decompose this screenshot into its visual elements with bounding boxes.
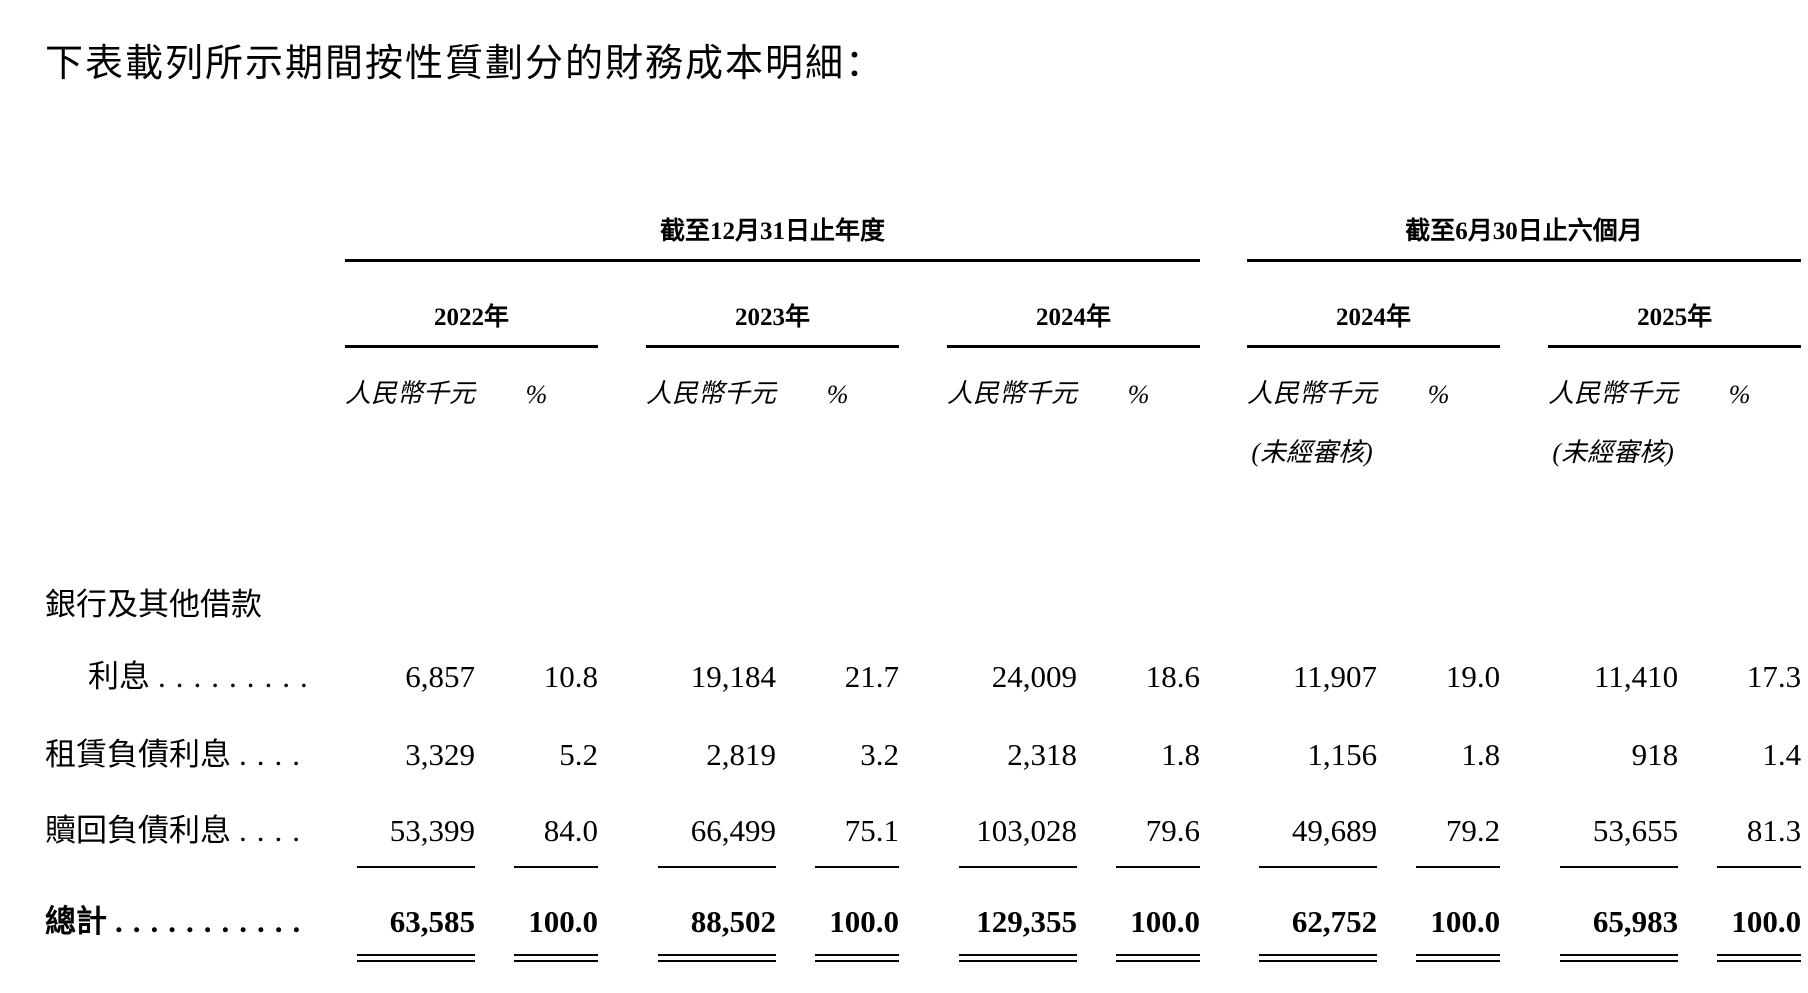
row-label: 租賃負債利息.... (45, 737, 310, 772)
pct-header: % (1427, 380, 1450, 409)
cell-pct: 17.3 (1746, 659, 1802, 694)
finance-costs-table: 截至12月31日止年度 截至6月30日止六個月 2022年 2023年 2024… (45, 185, 1802, 993)
cell-value: 63,585 (357, 897, 476, 962)
cell-value: 1,156 (1307, 737, 1378, 772)
table-row-lease-liabilities-interest: 租賃負債利息.... 3,329 5.2 2,819 3.2 2,318 1.8… (45, 730, 1801, 806)
cell-value: 6,857 (405, 659, 476, 694)
unit-header: 人民幣千元 (646, 379, 777, 408)
cell-value: 2,318 (1007, 737, 1078, 772)
cell-value: 2,819 (706, 737, 777, 772)
year-header-2023: 2023年 (646, 260, 900, 348)
unit-header: 人民幣千元 (947, 379, 1078, 408)
unit-header: 人民幣千元 (345, 379, 476, 408)
cell-value: 3,329 (405, 737, 476, 772)
cell-value: 11,410 (1593, 659, 1679, 694)
cell-pct: 10.8 (543, 659, 599, 694)
unit-header-row: 人民幣千元 % 人民幣千元 % 人民幣千元 % 人民幣千元 % 人民幣千元 % (45, 347, 1801, 421)
table-row-total: 總計........... 63,585 100.0 88,502 100.0 … (45, 882, 1802, 993)
pct-header: % (826, 380, 849, 409)
spacer-row (45, 494, 1801, 580)
row-label: 贖回負債利息.... (45, 813, 310, 848)
cell-pct: 81.3 (1717, 806, 1802, 868)
cell-pct: 5.2 (559, 737, 599, 772)
unit-header: 人民幣千元 (1548, 379, 1679, 408)
cell-pct: 79.6 (1116, 806, 1201, 868)
unit-header: 人民幣千元 (1247, 379, 1378, 408)
cell-value: 918 (1631, 737, 1679, 772)
period-group-header-row: 截至12月31日止年度 截至6月30日止六個月 (45, 185, 1802, 262)
cell-pct: 1.4 (1762, 737, 1802, 772)
cell-pct: 18.6 (1145, 659, 1201, 694)
cell-pct: 100.0 (815, 897, 900, 962)
period-group-annual: 截至12月31日止年度 (345, 185, 1201, 262)
pct-header: % (1728, 380, 1751, 409)
cell-value: 53,399 (357, 806, 476, 868)
cell-value: 62,752 (1259, 897, 1378, 962)
row-label: 利息......... (88, 659, 318, 694)
period-group-interim: 截至6月30日止六個月 (1247, 185, 1802, 262)
year-header-2024-interim: 2024年 (1247, 260, 1501, 348)
year-header-row: 2022年 2023年 2024年 2024年 2025年 (45, 260, 1802, 348)
table-caption: 下表載列所示期間按性質劃分的財務成本明細： (45, 43, 886, 85)
row-label: 總計........... (45, 904, 311, 939)
cell-pct: 100.0 (1416, 897, 1501, 962)
cell-value: 53,655 (1560, 806, 1679, 868)
cell-pct: 100.0 (1116, 897, 1201, 962)
cell-pct: 1.8 (1161, 737, 1201, 772)
unaudited-note: (未經審核) (1251, 438, 1373, 467)
cell-value: 129,355 (959, 897, 1078, 962)
cell-value: 65,983 (1560, 897, 1679, 962)
cell-value: 49,689 (1259, 806, 1378, 868)
cell-value: 24,009 (991, 659, 1078, 694)
year-header-2024: 2024年 (947, 260, 1201, 348)
cell-pct: 100.0 (1717, 897, 1802, 962)
cell-value: 66,499 (658, 806, 777, 868)
cell-pct: 3.2 (860, 737, 900, 772)
table-row-redemption-liabilities-interest: 贖回負債利息.... 53,399 84.0 66,499 75.1 103,0… (45, 806, 1802, 882)
pct-header: % (525, 380, 548, 409)
year-header-2025: 2025年 (1548, 260, 1802, 348)
row-label: 銀行及其他借款 (45, 587, 262, 622)
cell-pct: 79.2 (1416, 806, 1501, 868)
cell-value: 88,502 (658, 897, 777, 962)
cell-pct: 75.1 (815, 806, 900, 868)
cell-pct: 21.7 (844, 659, 900, 694)
cell-pct: 19.0 (1445, 659, 1501, 694)
year-header-2022: 2022年 (345, 260, 599, 348)
unaudited-note: (未經審核) (1552, 438, 1674, 467)
pct-header: % (1127, 380, 1150, 409)
unaudited-note-row: (未經審核) (未經審核) (45, 420, 1801, 494)
cell-value: 103,028 (959, 806, 1078, 868)
cell-pct: 84.0 (514, 806, 599, 868)
cell-value: 11,907 (1292, 659, 1378, 694)
cell-pct: 1.8 (1461, 737, 1501, 772)
table-row-bank-borrowings: 銀行及其他借款 (45, 580, 1801, 652)
table-row-interest: 利息......... 6,857 10.8 19,184 21.7 24,00… (45, 652, 1801, 730)
cell-pct: 100.0 (514, 897, 599, 962)
cell-value: 19,184 (690, 659, 777, 694)
